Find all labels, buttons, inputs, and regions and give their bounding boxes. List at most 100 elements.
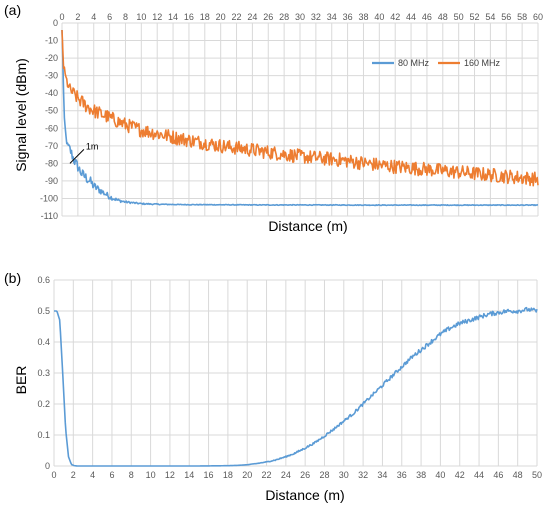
x-tick-label-a-14: 28 — [279, 12, 289, 22]
y-tick-label-a-6: -60 — [45, 123, 58, 133]
x-tick-label-b-14: 28 — [319, 470, 329, 480]
legend-label-160mhz: 160 MHz — [464, 58, 501, 68]
x-tick-label-b-19: 38 — [416, 470, 426, 480]
y-tick-label-a-0: 0 — [53, 18, 58, 28]
y-tick-label-a-4: -40 — [45, 88, 58, 98]
x-tick-label-a-1: 2 — [75, 12, 80, 22]
x-tick-label-a-11: 22 — [232, 12, 242, 22]
x-tick-labels-a: 0 2 4 6 8 10 12 14 16 18 20 22 24 26 28 30 32 34 36 38 40 42 4… — [59, 12, 543, 22]
panel-label-a: (a) — [4, 2, 21, 18]
x-tick-label-b-17: 34 — [377, 470, 387, 480]
x-tick-label-b-13: 26 — [300, 470, 310, 480]
x-tick-label-a-23: 46 — [422, 12, 432, 22]
y-tick-label-b-0: 0 — [45, 461, 50, 471]
x-tick-label-b-21: 42 — [455, 470, 465, 480]
x-tick-label-a-2: 4 — [91, 12, 96, 22]
x-tick-label-a-10: 20 — [216, 12, 226, 22]
panel-label-b: (b) — [4, 270, 21, 286]
y-tick-label-b-5: 0.5 — [37, 306, 50, 316]
x-tick-label-b-1: 2 — [71, 470, 76, 480]
x-tick-label-a-18: 36 — [343, 12, 353, 22]
x-tick-label-b-15: 30 — [339, 470, 349, 480]
y-tick-label-b-4: 0.4 — [37, 337, 50, 347]
x-tick-label-a-0: 0 — [59, 12, 64, 22]
x-tick-label-a-7: 14 — [168, 12, 178, 22]
x-axis-title-b: Distance (m) — [265, 487, 344, 503]
y-tick-labels-b: 0 0.1 0.2 0.3 0.4 0.5 0.6 — [37, 275, 50, 471]
x-tick-label-a-12: 24 — [247, 12, 257, 22]
x-tick-label-b-25: 50 — [532, 470, 542, 480]
legend-a: 80 MHz 160 MHz — [372, 58, 501, 68]
annotation-a: 1m — [69, 141, 99, 164]
annotation-1m: 1m — [86, 141, 99, 151]
x-tick-label-b-6: 12 — [165, 470, 175, 480]
x-tick-label-b-18: 36 — [397, 470, 407, 480]
x-tick-label-b-10: 20 — [242, 470, 252, 480]
x-tick-label-b-0: 0 — [51, 470, 56, 480]
signal-level-chart: (a) 0 -10 -20 -30 -40 -50 -60 -70 -80 -90 -100 -110… — [4, 2, 543, 234]
x-tick-label-a-17: 34 — [327, 12, 337, 22]
grid-b — [53, 279, 538, 467]
x-tick-label-a-22: 44 — [406, 12, 416, 22]
x-tick-label-a-16: 32 — [311, 12, 321, 22]
y-axis-title-b: BER — [13, 366, 29, 395]
x-tick-label-b-3: 6 — [109, 470, 114, 480]
x-tick-label-b-24: 48 — [513, 470, 523, 480]
x-tick-label-a-21: 42 — [390, 12, 400, 22]
y-tick-label-b-6: 0.6 — [37, 275, 50, 285]
series-line-a-1 — [61, 29, 539, 187]
ber-chart: (b) 00.10.20.30.40.50.6 0 2 4 6 8 10 12 14 16 18 2… — [4, 270, 542, 503]
x-tick-label-b-2: 4 — [90, 470, 95, 480]
x-tick-label-b-9: 18 — [223, 470, 233, 480]
x-tick-label-a-20: 40 — [374, 12, 384, 22]
x-tick-label-b-16: 32 — [358, 470, 368, 480]
x-tick-label-a-5: 10 — [136, 12, 146, 22]
y-tick-label-a-2: -20 — [45, 53, 58, 63]
y-tick-label-a-7: -70 — [45, 141, 58, 151]
legend-label-80mhz: 80 MHz — [398, 58, 430, 68]
y-tick-label-a-3: -30 — [45, 71, 58, 81]
x-tick-label-a-4: 8 — [123, 12, 128, 22]
x-tick-label-a-13: 26 — [263, 12, 273, 22]
y-tick-label-b-2: 0.2 — [37, 399, 50, 409]
y-tick-labels-a: 0 -10 -20 -30 -40 -50 -60 -70 -80 -90 -100 -110 — [40, 18, 58, 221]
series-line-a-0 — [61, 29, 539, 207]
x-tick-label-a-3: 6 — [107, 12, 112, 22]
x-tick-label-a-9: 18 — [200, 12, 210, 22]
y-tick-label-a-8: -80 — [45, 158, 58, 168]
y-tick-label-a-1: -10 — [45, 36, 58, 46]
y-tick-label-a-9: -90 — [45, 176, 58, 186]
x-tick-label-a-6: 12 — [152, 12, 162, 22]
x-tick-label-b-8: 16 — [204, 470, 214, 480]
annotation-pointer-1m — [69, 149, 85, 164]
x-tick-label-b-11: 22 — [262, 470, 272, 480]
x-tick-label-a-26: 52 — [470, 12, 480, 22]
x-tick-label-b-22: 44 — [474, 470, 484, 480]
y-tick-label-a-5: -50 — [45, 106, 58, 116]
x-tick-label-a-15: 30 — [295, 12, 305, 22]
series-lines-b — [53, 306, 538, 467]
y-axis-title-a: Signal level (dBm) — [13, 58, 29, 172]
x-tick-label-a-28: 56 — [501, 12, 511, 22]
x-axis-title-a: Distance (m) — [268, 218, 347, 234]
grid-a — [61, 22, 539, 217]
x-tick-label-b-12: 24 — [281, 470, 291, 480]
x-tick-label-b-5: 10 — [146, 470, 156, 480]
x-tick-label-b-4: 8 — [129, 470, 134, 480]
y-tick-label-b-1: 0.1 — [37, 430, 50, 440]
series-line-b-0 — [53, 306, 538, 467]
x-tick-label-a-25: 50 — [454, 12, 464, 22]
y-tick-label-a-10: -100 — [40, 193, 58, 203]
x-tick-label-b-20: 40 — [435, 470, 445, 480]
y-tick-label-a-11: -110 — [41, 211, 58, 221]
x-tick-label-a-30: 60 — [533, 12, 543, 22]
x-tick-labels-b: 0 2 4 6 8 10 12 14 16 18 20 22 24 26 28 30 32 34 36 38 40 42 4… — [51, 470, 542, 480]
y-tick-label-b-3: 0.3 — [37, 368, 50, 378]
x-tick-label-b-23: 46 — [493, 470, 503, 480]
x-tick-label-a-29: 58 — [517, 12, 527, 22]
x-tick-label-a-27: 54 — [485, 12, 495, 22]
x-tick-label-b-7: 14 — [184, 470, 194, 480]
x-tick-label-a-24: 48 — [438, 12, 448, 22]
x-tick-label-a-8: 16 — [184, 12, 194, 22]
